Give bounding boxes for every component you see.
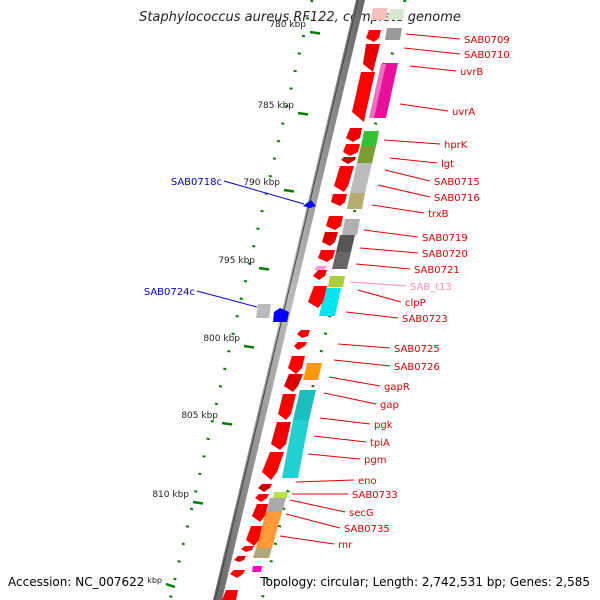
cds-arrow	[352, 72, 375, 122]
scale-tick-label: 805 kbp	[181, 411, 218, 421]
gene-label: SAB0709	[464, 35, 510, 46]
feature-block-green-light	[387, 9, 405, 20]
reverse-feature-block	[256, 304, 271, 318]
scale-unit-label: kbp	[147, 576, 162, 585]
gene-label: uvrB	[460, 67, 483, 78]
cds-arrow	[308, 286, 327, 308]
cds-arrow	[346, 128, 362, 142]
cds-arrow	[234, 556, 246, 562]
cds-arrow	[271, 422, 291, 450]
reverse-cds-arrow	[303, 200, 316, 208]
cds-arrow	[262, 452, 284, 480]
feature-block-lime	[273, 492, 288, 498]
cds-arrow	[284, 374, 303, 392]
reverse-track	[256, 200, 316, 322]
feature-block-cyan	[282, 420, 309, 478]
feature-block-pink-light	[369, 64, 386, 118]
gene-labels: SAB0709 SAB0710 uvrB uvrA hprK lgt SAB0715 SAB0…	[144, 33, 510, 551]
feature-block-magenta	[252, 566, 262, 572]
gene-label: rnr	[338, 540, 353, 551]
scale-tick-label: 780 kbp	[269, 20, 306, 30]
gene-label: uvrA	[452, 107, 475, 118]
cds-arrow	[318, 250, 335, 262]
gene-label: SAB0710	[464, 50, 510, 61]
cds-arrow	[252, 504, 268, 522]
feature-block-grey	[266, 498, 286, 512]
cds-arrow	[241, 546, 254, 552]
gene-label: SAB0720	[422, 249, 468, 260]
gene-label: SAB0723	[402, 314, 448, 325]
gene-label: SAB0735	[344, 524, 390, 535]
feature-block-grey	[350, 163, 372, 193]
gene-label: secG	[349, 508, 374, 519]
feature-block-grey	[385, 28, 402, 40]
cds-arrow	[278, 394, 296, 420]
cds-arrow	[246, 526, 262, 546]
gene-label: pgk	[374, 420, 393, 431]
gene-label: eno	[358, 476, 377, 487]
gene-label: pgm	[364, 455, 386, 466]
gene-label: gap	[380, 400, 399, 411]
feature-block-green	[361, 131, 379, 146]
gene-label: SAB0733	[352, 490, 398, 501]
gene-label-reverse: SAB0724c	[144, 287, 195, 298]
feature-block-cyan	[293, 390, 316, 420]
cds-arrow	[322, 232, 338, 246]
feature-block-grey	[342, 219, 360, 235]
scale-tick-label: 800 kbp	[203, 334, 240, 344]
cds-arrow	[314, 266, 327, 270]
feature-block-grey	[371, 8, 388, 20]
gene-label: SAB_t13	[410, 282, 452, 293]
cds-arrow	[297, 330, 310, 338]
cds-arrow	[326, 216, 343, 230]
gene-label: trxB	[428, 209, 449, 220]
cds-arrow	[294, 342, 307, 350]
scale-tick-label: 810 kbp	[152, 490, 189, 500]
feature-block-orange	[303, 363, 322, 380]
cds-arrow	[230, 570, 245, 578]
feature-block-dark	[336, 235, 355, 252]
gene-label: SAB0716	[434, 193, 480, 204]
cds-arrow	[363, 44, 380, 72]
feature-block-khaki	[347, 193, 365, 209]
feature-block-lime	[328, 276, 345, 287]
cds-arrow	[258, 484, 272, 492]
cds-arrow	[343, 144, 360, 156]
feature-block-dark	[332, 252, 351, 269]
cds-arrow	[222, 590, 238, 600]
accession-text: Accession: NC_007622	[8, 575, 145, 589]
genome-summary: Topology: circular; Length: 2,742,531 bp…	[260, 575, 590, 589]
gene-label: gapR	[384, 382, 410, 393]
gene-label: clpP	[405, 298, 426, 309]
feature-track	[252, 8, 405, 572]
gene-label: tpiA	[370, 438, 390, 449]
reverse-cds-arrow	[273, 308, 289, 322]
feature-block-orange	[256, 512, 282, 548]
scale-tick-label: 785 kbp	[257, 101, 294, 111]
scale-track: 780 kbp 785 kbp 790 kbp 795 kbp 800 kbp 805 k…	[147, 20, 321, 589]
gene-label: SAB0721	[414, 265, 460, 276]
cds-arrow	[341, 157, 356, 164]
cds-arrow	[288, 356, 305, 374]
backbone	[213, 0, 365, 600]
gene-label: SAB0719	[422, 233, 468, 244]
gene-label: lgt	[441, 159, 454, 170]
scale-tick-label: 790 kbp	[243, 178, 280, 188]
cds-arrow	[366, 30, 381, 42]
gene-label-reverse: SAB0718c	[171, 177, 222, 188]
gene-label: SAB0715	[434, 177, 480, 188]
cds-arrow	[334, 166, 354, 192]
gene-label: hprK	[444, 140, 468, 151]
cds-arrow	[331, 194, 347, 206]
feature-block-khaki	[253, 548, 272, 558]
gene-label: SAB0725	[394, 344, 440, 355]
scale-tick-label: 795 kbp	[218, 256, 255, 266]
cds-track	[222, 30, 381, 600]
feature-block-olive	[357, 146, 376, 163]
gene-label: SAB0726	[394, 362, 440, 373]
cds-arrow	[255, 494, 269, 502]
cds-arrow	[313, 270, 327, 280]
